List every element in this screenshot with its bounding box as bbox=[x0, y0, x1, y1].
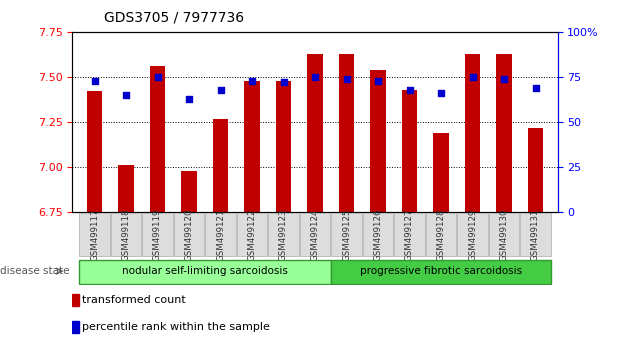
Text: GSM499121: GSM499121 bbox=[216, 208, 225, 261]
Bar bbox=[213, 119, 228, 212]
Point bbox=[373, 78, 383, 84]
Text: progressive fibrotic sarcoidosis: progressive fibrotic sarcoidosis bbox=[360, 266, 522, 276]
Bar bbox=[457, 213, 488, 256]
Bar bbox=[300, 213, 330, 256]
Point bbox=[499, 76, 509, 82]
Text: GSM499128: GSM499128 bbox=[437, 208, 445, 261]
Text: disease state: disease state bbox=[0, 266, 69, 276]
Bar bbox=[237, 213, 267, 256]
Bar bbox=[111, 213, 141, 256]
Bar bbox=[331, 260, 551, 284]
Point bbox=[436, 90, 446, 96]
Bar bbox=[87, 91, 102, 212]
Text: GSM499131: GSM499131 bbox=[531, 208, 540, 261]
Bar bbox=[528, 127, 543, 212]
Text: nodular self-limiting sarcoidosis: nodular self-limiting sarcoidosis bbox=[122, 266, 288, 276]
Text: GSM499129: GSM499129 bbox=[468, 209, 477, 261]
Bar bbox=[142, 213, 173, 256]
Text: percentile rank within the sample: percentile rank within the sample bbox=[82, 322, 270, 332]
Bar bbox=[433, 133, 449, 212]
Bar bbox=[363, 213, 393, 256]
Text: GSM499122: GSM499122 bbox=[248, 208, 256, 261]
Point bbox=[404, 87, 415, 92]
Text: GSM499117: GSM499117 bbox=[90, 208, 99, 261]
Point bbox=[152, 74, 163, 80]
Text: GSM499120: GSM499120 bbox=[185, 208, 193, 261]
Point bbox=[310, 74, 320, 80]
Text: GSM499126: GSM499126 bbox=[374, 208, 382, 261]
Bar bbox=[276, 81, 291, 212]
Bar bbox=[118, 165, 134, 212]
Bar bbox=[465, 53, 480, 212]
Bar bbox=[205, 213, 236, 256]
Bar bbox=[181, 171, 197, 212]
Text: GSM499125: GSM499125 bbox=[342, 208, 351, 261]
Bar bbox=[370, 70, 386, 212]
Bar bbox=[268, 213, 299, 256]
Bar bbox=[79, 260, 331, 284]
Point bbox=[215, 87, 226, 92]
Bar bbox=[339, 53, 354, 212]
Text: GSM499118: GSM499118 bbox=[122, 208, 130, 261]
Bar bbox=[174, 213, 204, 256]
Point bbox=[184, 96, 194, 102]
Bar bbox=[394, 213, 425, 256]
Point bbox=[278, 80, 289, 85]
Bar bbox=[72, 321, 79, 333]
Bar bbox=[426, 213, 456, 256]
Bar bbox=[72, 294, 79, 307]
Text: GSM499123: GSM499123 bbox=[279, 208, 288, 261]
Bar bbox=[79, 213, 110, 256]
Text: GDS3705 / 7977736: GDS3705 / 7977736 bbox=[104, 11, 244, 25]
Text: GSM499130: GSM499130 bbox=[500, 208, 508, 261]
Point bbox=[530, 85, 541, 91]
Point bbox=[341, 76, 352, 82]
Bar bbox=[496, 53, 512, 212]
Bar bbox=[402, 90, 417, 212]
Text: GSM499124: GSM499124 bbox=[311, 208, 319, 261]
Text: transformed count: transformed count bbox=[82, 295, 185, 305]
Point bbox=[89, 78, 100, 84]
Bar bbox=[307, 53, 323, 212]
Bar bbox=[150, 66, 165, 212]
Text: GSM499127: GSM499127 bbox=[405, 208, 414, 261]
Point bbox=[247, 78, 257, 84]
Point bbox=[467, 74, 478, 80]
Point bbox=[121, 92, 131, 98]
Bar bbox=[244, 81, 260, 212]
Bar bbox=[489, 213, 519, 256]
Bar bbox=[331, 213, 362, 256]
Text: GSM499119: GSM499119 bbox=[153, 209, 162, 261]
Bar bbox=[520, 213, 551, 256]
